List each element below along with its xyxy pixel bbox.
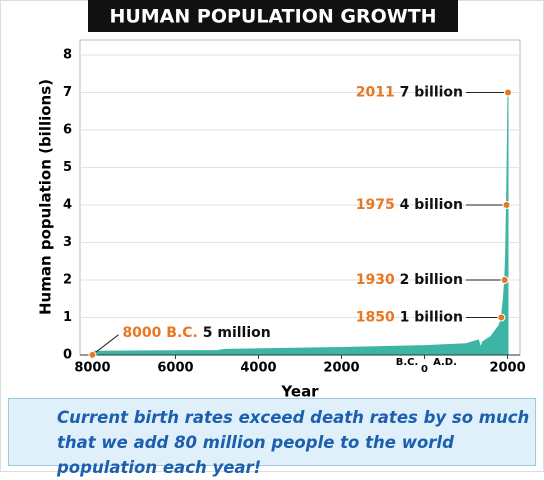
annotation: 1850 1 billion bbox=[356, 310, 463, 326]
y-tick-label: 1 bbox=[63, 310, 72, 325]
annotation-dot bbox=[88, 350, 97, 359]
annotation-year: 1975 bbox=[356, 197, 395, 213]
y-tick-label: 8 bbox=[63, 48, 72, 63]
footer-box: Current birth rates exceed death rates b… bbox=[8, 398, 536, 477]
annotation-dot bbox=[500, 276, 509, 284]
x-tick-label: 2000 bbox=[323, 361, 359, 376]
annotation-year: 2011 bbox=[356, 85, 395, 101]
x-tick-label: 8000 bbox=[74, 361, 110, 376]
annotation-value: 7 billion bbox=[400, 85, 463, 101]
annotation: 1930 2 billion bbox=[356, 272, 463, 288]
annotation-value: 2 billion bbox=[400, 272, 463, 288]
x-tick-label: 0 bbox=[421, 364, 428, 375]
y-tick-label: 5 bbox=[63, 160, 72, 175]
y-tick-label: 6 bbox=[63, 123, 72, 138]
area bbox=[91, 92, 509, 356]
footer-text: Current birth rates exceed death rates b… bbox=[57, 408, 530, 477]
annotation: 8000 B.C. 5 million bbox=[122, 325, 270, 341]
x-tick-label: 2000 bbox=[489, 361, 525, 376]
annotation-year: 1850 bbox=[356, 310, 395, 326]
y-tick-label: 0 bbox=[63, 348, 72, 363]
x-tick-label: 4000 bbox=[240, 361, 276, 376]
x-tick-label: 6000 bbox=[157, 361, 193, 376]
y-tick-label: 4 bbox=[63, 198, 72, 213]
era-label: B.C. bbox=[396, 357, 419, 368]
y-axis-title: Human population (billions) bbox=[37, 79, 55, 315]
era-label: A.D. bbox=[433, 357, 457, 368]
y-tick-label: 2 bbox=[63, 273, 72, 288]
x-axis-title: Year bbox=[280, 383, 319, 401]
annotation-value: 1 billion bbox=[400, 310, 463, 326]
annotation-dot bbox=[497, 313, 506, 322]
annotation-value: 5 million bbox=[203, 325, 271, 341]
annotation-year: 8000 B.C. bbox=[122, 325, 197, 341]
y-tick-label: 3 bbox=[63, 235, 72, 250]
chart-title: HUMAN POPULATION GROWTH bbox=[109, 6, 436, 28]
title-bar bbox=[88, 0, 458, 32]
annotation-value: 4 billion bbox=[400, 197, 463, 213]
annotation-dot bbox=[502, 201, 511, 209]
annotation-year: 1930 bbox=[356, 272, 395, 288]
annotation-dot bbox=[504, 88, 513, 97]
y-tick-label: 7 bbox=[63, 85, 72, 100]
leader-line bbox=[92, 334, 119, 356]
annotation: 1975 4 billion bbox=[356, 197, 463, 213]
annotation: 2011 7 billion bbox=[356, 85, 463, 101]
